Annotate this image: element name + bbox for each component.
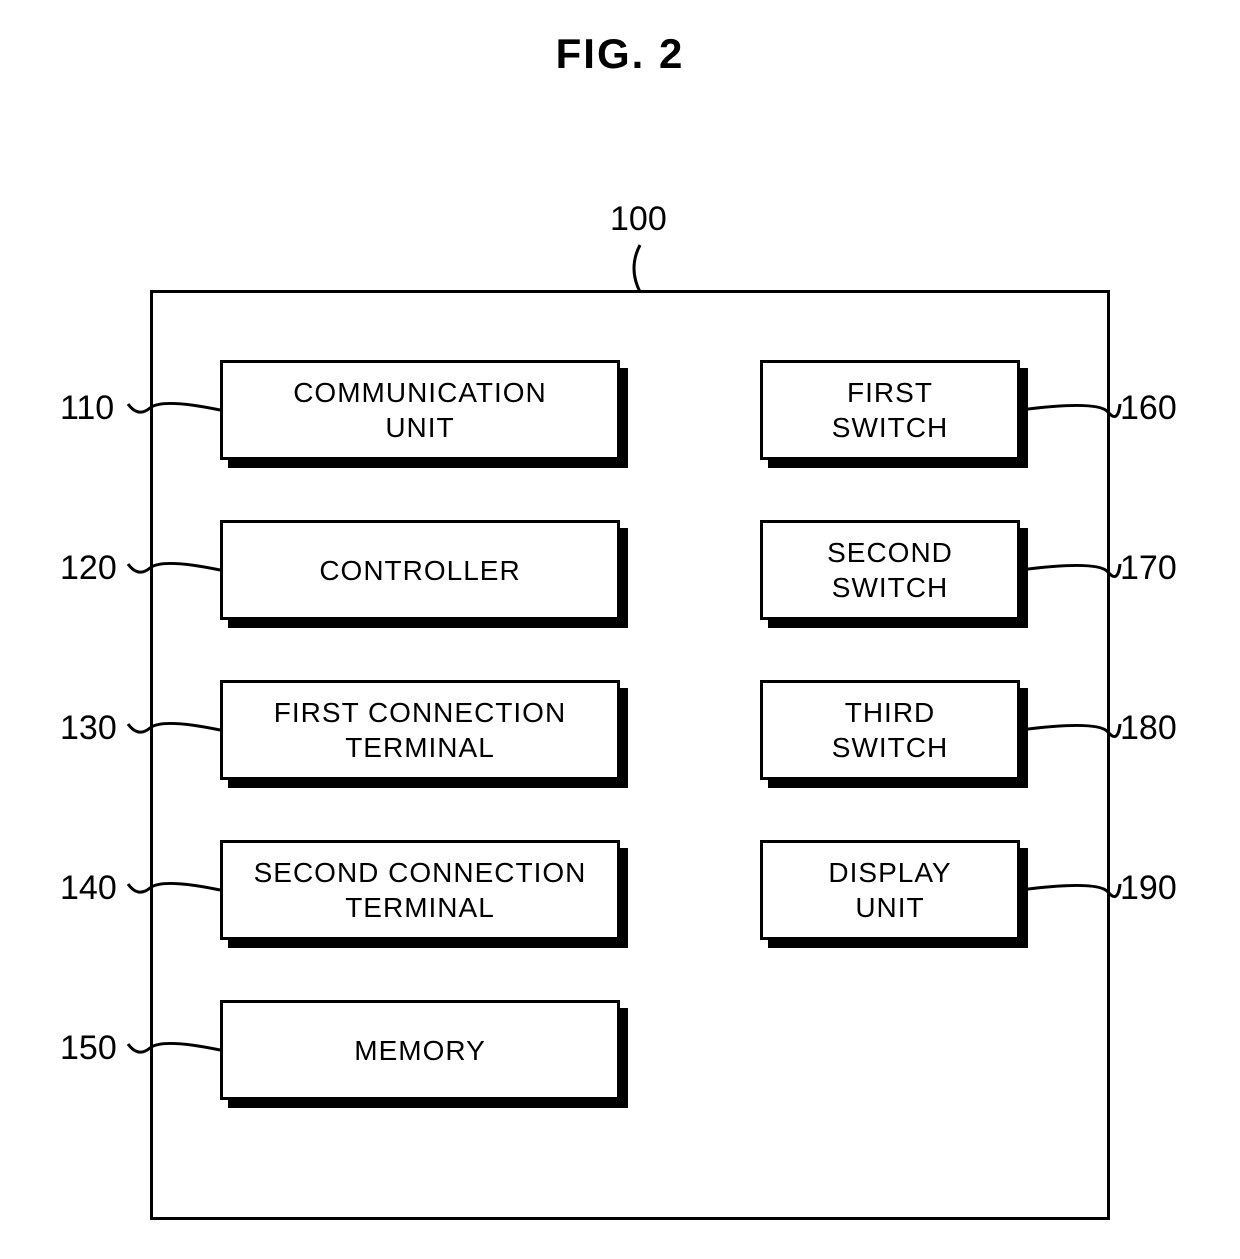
lead-190 <box>1020 876 1122 904</box>
lead-150 <box>128 1036 222 1064</box>
ref-190: 190 <box>1120 869 1177 908</box>
ref-160: 160 <box>1120 389 1177 428</box>
ref-130: 130 <box>60 709 117 748</box>
figure-canvas: FIG. 2 100 COMMUNICATIONUNIT 110 FIRSTSWIT… <box>0 0 1240 1259</box>
box-130: FIRST CONNECTIONTERMINAL <box>220 680 620 780</box>
box-110: COMMUNICATIONUNIT <box>220 360 620 460</box>
box-170: SECONDSWITCH <box>760 520 1020 620</box>
ref-110: 110 <box>60 389 114 428</box>
lead-180 <box>1020 716 1122 744</box>
box-140: SECOND CONNECTIONTERMINAL <box>220 840 620 940</box>
ref-180: 180 <box>1120 709 1177 748</box>
ref-120: 120 <box>60 549 117 588</box>
box-120: CONTROLLER <box>220 520 620 620</box>
lead-170 <box>1020 556 1122 584</box>
lead-110 <box>128 396 222 424</box>
figure-title: FIG. 2 <box>0 30 1240 78</box>
ref-140: 140 <box>60 869 117 908</box>
box-160: FIRSTSWITCH <box>760 360 1020 460</box>
ref-170: 170 <box>1120 549 1177 588</box>
box-190: DISPLAYUNIT <box>760 840 1020 940</box>
ref-150: 150 <box>60 1029 117 1068</box>
box-150: MEMORY <box>220 1000 620 1100</box>
lead-130 <box>128 716 222 744</box>
lead-120 <box>128 556 222 584</box>
container-leader-line <box>620 245 660 294</box>
container-ref-label: 100 <box>610 200 667 239</box>
lead-160 <box>1020 396 1122 424</box>
box-180: THIRDSWITCH <box>760 680 1020 780</box>
lead-140 <box>128 876 222 904</box>
